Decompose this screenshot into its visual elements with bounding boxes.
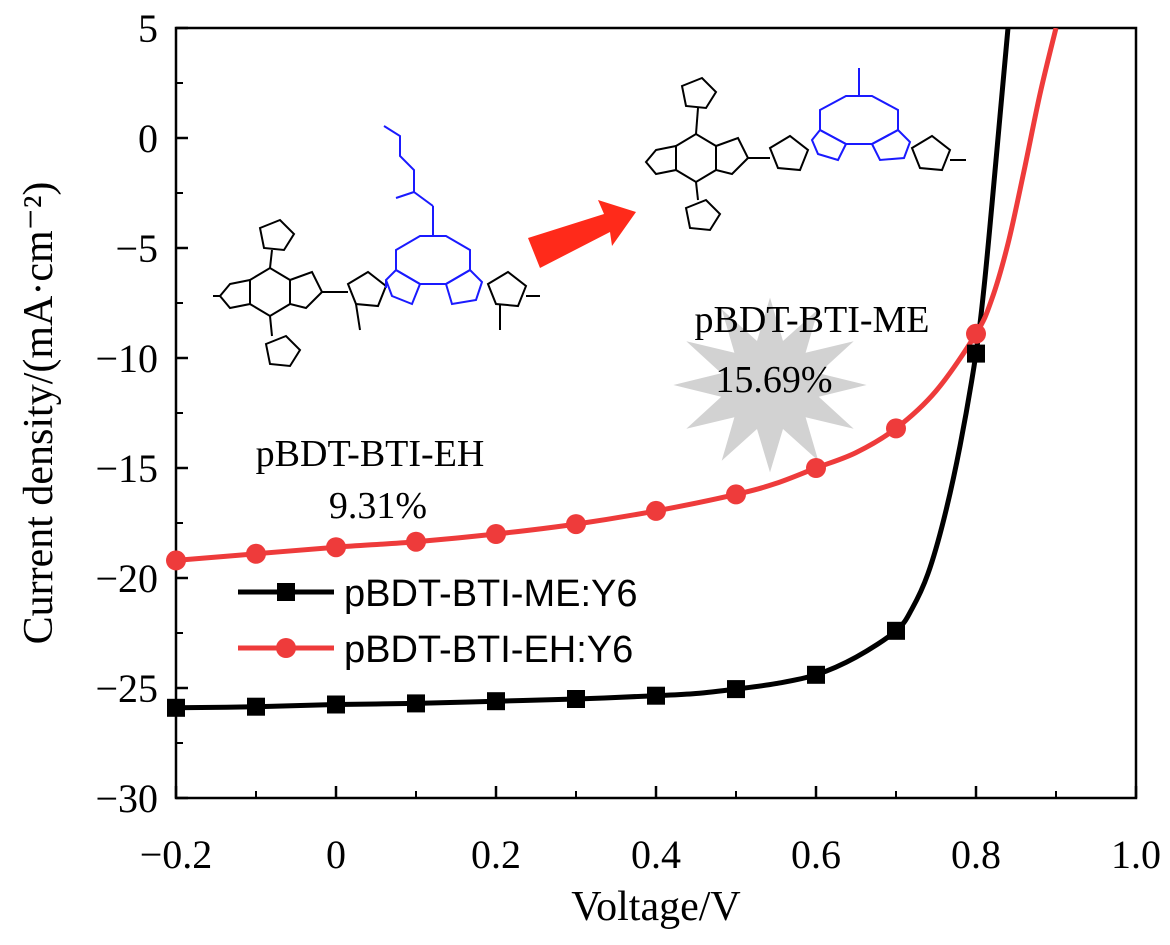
series-line-0 [176, 28, 1011, 711]
data-point-eh [406, 531, 426, 552]
y-axis-title: Current density/(mA·cm⁻²) [16, 182, 62, 645]
series-line-1 [176, 28, 1059, 563]
data-point-me [887, 621, 905, 640]
legend-label-eh: pBDT-BTI-EH:Y6 [344, 629, 633, 671]
data-point-eh [646, 500, 666, 521]
data-point-me [167, 698, 185, 717]
data-point-eh [246, 543, 266, 564]
data-point-eh [166, 550, 186, 571]
pbdt-bti-me-structure-icon [644, 76, 966, 232]
legend-marker-eh [276, 638, 296, 658]
data-point-me [247, 697, 265, 716]
data-point-me [967, 344, 985, 363]
data-point-eh [806, 458, 826, 478]
y-tick-label: −15 [95, 446, 158, 491]
polymer-me-label: pBDT-BTI-ME [694, 299, 929, 341]
legend-marker-me [277, 583, 295, 601]
x-tick-label: 1.0 [1111, 832, 1161, 877]
y-tick-labels: −30 −25 −20 −15 −10 −5 0 5 [95, 6, 158, 821]
x-tick-labels: −0.2 0 0.2 0.4 0.6 0.8 1.0 [140, 832, 1161, 877]
y-tick-label: −25 [95, 666, 158, 711]
bti-me-core-icon [810, 68, 912, 162]
data-point-me [807, 665, 825, 684]
pce-eh-label: 9.31% [329, 485, 427, 527]
data-point-me [647, 686, 665, 705]
polymer-eh-label: pBDT-BTI-EH [256, 433, 485, 475]
red-arrow-icon [528, 200, 636, 268]
data-point-eh [966, 323, 986, 344]
axis-ticks [174, 26, 1138, 800]
pce-me-label: 15.69% [715, 359, 832, 401]
x-tick-label: 0.4 [631, 832, 681, 877]
data-point-me [487, 692, 505, 711]
x-tick-label: −0.2 [140, 832, 213, 877]
y-tick-label: −5 [115, 226, 158, 271]
y-tick-label: −10 [95, 336, 158, 381]
x-axis-title: Voltage/V [571, 884, 741, 930]
data-point-eh [886, 418, 906, 439]
bti-eh-core-icon [383, 125, 484, 306]
y-tick-label: 0 [138, 116, 158, 161]
data-point-eh [566, 514, 586, 535]
data-point-me [327, 695, 345, 714]
data-point-me [407, 694, 425, 713]
data-point-eh [726, 484, 746, 505]
legend: pBDT-BTI-ME:Y6 pBDT-BTI-EH:Y6 [238, 573, 638, 671]
data-point-me [727, 680, 745, 699]
starburst-icon [673, 297, 867, 473]
x-tick-label: 0.8 [951, 832, 1001, 877]
data-point-eh [486, 524, 506, 544]
legend-label-me: pBDT-BTI-ME:Y6 [344, 573, 638, 615]
plot-area-frame [174, 26, 1138, 800]
x-tick-label: 0.6 [791, 832, 841, 877]
data-point-eh [326, 537, 346, 558]
y-tick-label: −30 [95, 776, 158, 821]
marker-layer [166, 323, 986, 717]
data-point-me [567, 690, 585, 708]
x-tick-label: 0 [326, 832, 346, 877]
pbdt-bti-eh-structure-icon [213, 218, 540, 368]
y-tick-label: −20 [95, 556, 158, 601]
y-tick-label: 5 [138, 6, 158, 51]
x-tick-label: 0.2 [471, 832, 521, 877]
